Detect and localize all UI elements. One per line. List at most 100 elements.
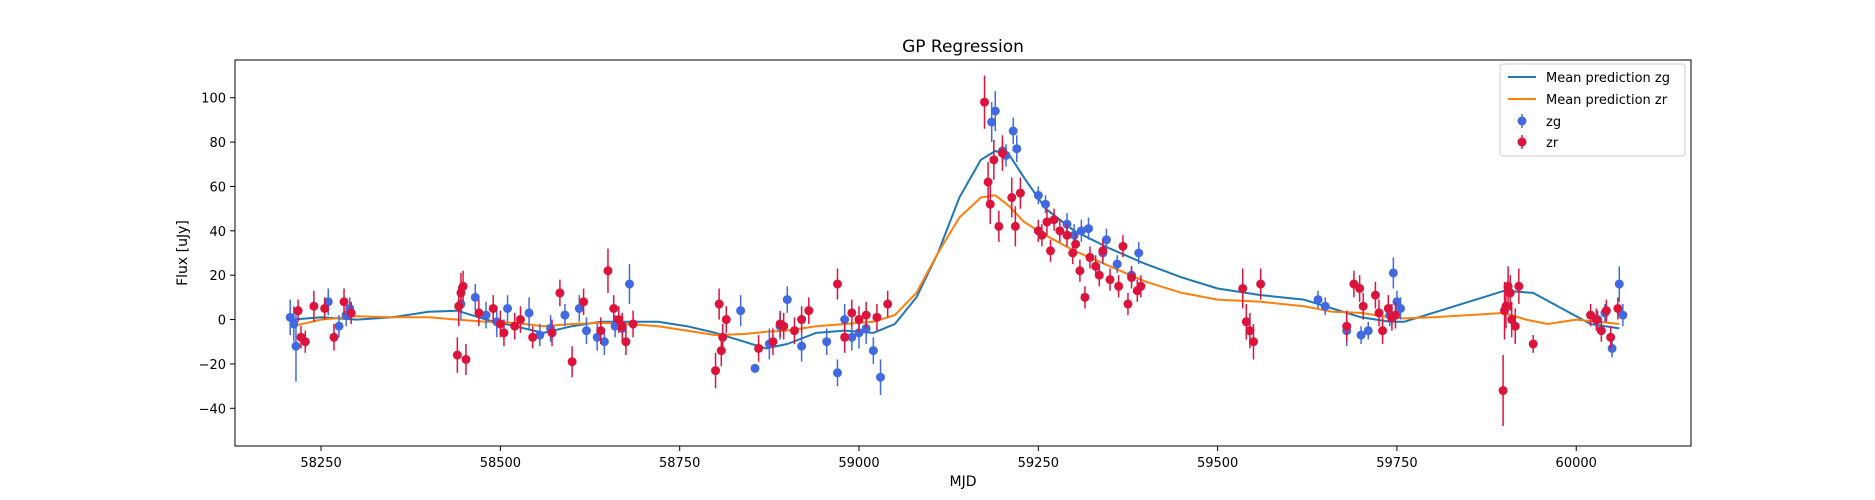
point-zr: [555, 288, 565, 298]
point-zr: [452, 350, 462, 360]
point-zg: [876, 372, 886, 382]
series-zr: [293, 75, 1623, 427]
series-zg: [285, 91, 1628, 395]
point-zr: [567, 357, 577, 367]
point-zg: [868, 346, 878, 356]
x-tick-label: 58500: [480, 456, 521, 471]
point-zg: [285, 312, 295, 322]
point-zr: [1510, 321, 1520, 331]
point-zr: [609, 303, 619, 313]
point-zr: [1123, 299, 1133, 309]
point-zr: [1015, 188, 1025, 198]
x-tick-label: 58750: [659, 456, 700, 471]
x-tick-label: 60000: [1556, 456, 1597, 471]
point-zr: [1105, 275, 1115, 285]
point-zr: [1256, 279, 1266, 289]
point-zr: [320, 303, 330, 313]
point-zg: [782, 295, 792, 305]
point-zr: [1606, 332, 1616, 342]
point-zg: [592, 332, 602, 342]
point-zr: [1501, 301, 1511, 311]
y-tick-label: 60: [209, 180, 226, 195]
point-zr: [983, 177, 993, 187]
point-zr: [1248, 337, 1258, 347]
point-zg: [832, 368, 842, 378]
point-zr: [985, 199, 995, 209]
point-zr: [1378, 326, 1388, 336]
legend-label-zg-line: Mean prediction zg: [1546, 71, 1670, 86]
y-tick-label: 100: [201, 92, 226, 107]
legend-swatch-zr-marker: [1517, 137, 1527, 147]
point-zg: [1392, 297, 1402, 307]
point-zr: [754, 343, 764, 353]
point-zr: [515, 315, 525, 325]
point-zg: [750, 363, 760, 373]
point-zr: [872, 312, 882, 322]
point-zr: [495, 319, 505, 329]
point-zr: [854, 315, 864, 325]
point-zg: [1320, 301, 1330, 311]
point-zr: [861, 310, 871, 320]
legend-label-zr: zr: [1546, 136, 1559, 151]
point-zr: [1355, 283, 1365, 293]
point-zr: [1075, 266, 1085, 276]
point-zg: [1076, 226, 1086, 236]
point-zr: [309, 301, 319, 311]
y-axis: −40 −20 0 20 40 60 80 100: [199, 92, 235, 417]
point-zr: [1498, 386, 1508, 396]
point-zr: [804, 306, 814, 316]
point-zr: [1010, 221, 1020, 231]
point-zr: [989, 155, 999, 165]
point-zr: [1507, 315, 1517, 325]
point-zr: [603, 266, 613, 276]
point-zg: [610, 321, 620, 331]
point-zr: [779, 321, 789, 331]
point-zg: [599, 337, 609, 347]
point-zg: [470, 292, 480, 302]
point-zr: [1370, 290, 1380, 300]
legend-label-zr-line: Mean prediction zr: [1546, 93, 1668, 108]
point-zr: [1238, 283, 1248, 293]
plot-layer: [285, 75, 1628, 427]
point-zr: [1071, 239, 1081, 249]
point-zg: [1618, 310, 1628, 320]
point-zr: [458, 281, 468, 291]
point-zr: [1383, 303, 1393, 313]
point-zg: [624, 279, 634, 289]
point-zg: [1607, 343, 1617, 353]
point-zr: [883, 299, 893, 309]
point-zr: [1374, 308, 1384, 318]
point-zg: [1112, 259, 1122, 269]
point-zr: [1037, 230, 1047, 240]
point-zg: [481, 310, 491, 320]
legend-frame: [1499, 63, 1686, 157]
point-zg: [574, 303, 584, 313]
point-zg: [1614, 279, 1624, 289]
point-zr: [628, 319, 638, 329]
x-tick-label: 59250: [1018, 456, 1059, 471]
point-zr: [716, 346, 726, 356]
point-zg: [847, 332, 857, 342]
x-tick-label: 59000: [838, 456, 879, 471]
point-zg: [1356, 330, 1366, 340]
y-tick-label: 20: [209, 269, 226, 284]
point-zr: [1342, 321, 1352, 331]
point-zr: [488, 303, 498, 313]
point-zr: [293, 306, 303, 316]
point-zg: [323, 297, 333, 307]
x-axis: 58250 58500 58750 59000 59250 59500 59750 60000: [300, 446, 1597, 471]
point-zr: [1591, 315, 1601, 325]
point-zr: [840, 332, 850, 342]
point-zg: [840, 315, 850, 325]
point-zr: [461, 354, 471, 364]
point-zg: [822, 337, 832, 347]
point-zg: [291, 341, 301, 351]
point-zr: [499, 328, 509, 338]
x-tick-label: 59750: [1376, 456, 1417, 471]
point-zr: [1528, 339, 1538, 349]
point-zg: [987, 117, 997, 127]
point-zr: [832, 279, 842, 289]
point-zr: [1098, 246, 1108, 256]
point-zr: [1241, 317, 1251, 327]
point-zr: [454, 301, 464, 311]
